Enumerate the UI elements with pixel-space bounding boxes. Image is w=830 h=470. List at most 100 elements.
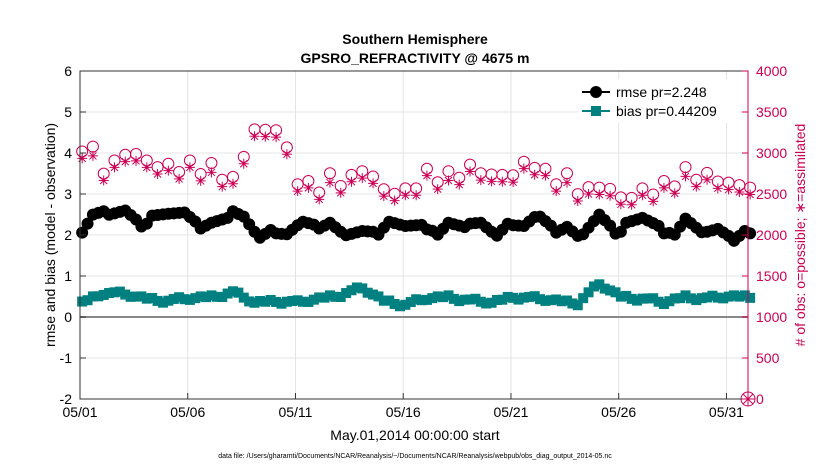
bias-marker — [201, 292, 212, 303]
bias-marker — [728, 290, 739, 301]
assimilated-obs-marker — [669, 188, 680, 199]
assimilated-obs-marker — [281, 149, 292, 160]
bias-marker — [680, 290, 691, 301]
bias-marker — [475, 296, 486, 307]
rmse-marker — [76, 226, 89, 239]
rmse-marker — [81, 217, 94, 230]
assimilated-obs-marker — [357, 173, 368, 184]
bias-marker — [292, 295, 303, 306]
x-tick-label: 05/16 — [386, 404, 421, 420]
bias-marker — [599, 283, 610, 294]
assimilated-obs-marker — [400, 190, 411, 201]
assimilated-obs-marker — [475, 175, 486, 186]
assimilated-obs-marker — [346, 176, 357, 187]
bias-marker — [238, 292, 249, 303]
assimilated-obs-marker — [303, 182, 314, 193]
bias-marker — [615, 291, 626, 302]
bias-marker — [163, 295, 174, 306]
assimilated-obs-marker — [734, 187, 745, 198]
assimilated-obs-marker — [454, 179, 465, 190]
y-left-tick-label: 4 — [64, 145, 72, 161]
bias-marker — [227, 286, 238, 297]
bias-marker — [389, 298, 400, 309]
y-left-tick-label: -2 — [60, 391, 73, 407]
assimilated-obs-marker — [508, 177, 519, 188]
bias-marker — [335, 292, 346, 303]
assimilated-obs-marker — [206, 167, 217, 178]
bias-marker — [545, 295, 556, 306]
bias-marker — [502, 291, 513, 302]
legend-bias-label: bias pr=0.44209 — [616, 103, 717, 119]
bias-marker — [136, 291, 147, 302]
bias-marker — [141, 293, 152, 304]
bias-marker — [486, 297, 497, 308]
assimilated-obs-marker — [98, 175, 109, 186]
bias-marker — [330, 291, 341, 302]
assimilated-obs-marker — [227, 178, 238, 189]
bias-marker — [357, 283, 368, 294]
legend-box — [578, 79, 740, 123]
bias-marker — [217, 292, 228, 303]
bias-marker — [351, 282, 362, 293]
assimilated-obs-marker — [691, 181, 702, 192]
bias-marker — [125, 291, 136, 302]
bias-marker — [707, 290, 718, 301]
y-right-tick-label: 1500 — [756, 268, 787, 284]
bias-marker — [147, 292, 158, 303]
assimilated-obs-marker — [77, 153, 88, 164]
assimilated-obs-marker — [195, 175, 206, 186]
assimilated-obs-marker — [314, 194, 325, 205]
assimilated-obs-marker — [238, 158, 249, 169]
bias-marker — [535, 294, 546, 305]
bias-marker — [384, 295, 395, 306]
bias-marker — [211, 291, 222, 302]
bias-marker — [416, 295, 427, 306]
bias-marker — [712, 292, 723, 303]
bias-marker — [723, 291, 734, 302]
bias-marker — [702, 292, 713, 303]
legend-bias-marker — [591, 106, 601, 116]
assimilated-obs-marker — [389, 195, 400, 206]
bias-marker — [621, 290, 632, 301]
bias-marker — [648, 293, 659, 304]
bias-marker — [421, 294, 432, 305]
y-right-tick-label: 0 — [756, 391, 764, 407]
bias-marker — [491, 294, 502, 305]
bias-marker — [465, 294, 476, 305]
bias-marker — [567, 298, 578, 309]
assimilated-obs-marker — [249, 131, 260, 142]
legend-rmse-label: rmse pr=2.248 — [616, 84, 707, 100]
y-left-tick-label: 5 — [64, 104, 72, 120]
y-right-tick-label: 2000 — [756, 227, 787, 243]
assimilated-obs-marker — [702, 174, 713, 185]
bias-marker — [179, 294, 190, 305]
assimilated-obs-marker — [486, 176, 497, 187]
assimilated-obs-marker — [292, 186, 303, 197]
x-tick-label: 05/11 — [278, 404, 312, 420]
bias-marker — [605, 285, 616, 296]
assimilated-obs-marker — [109, 162, 120, 173]
bias-marker — [298, 296, 309, 307]
assimilated-obs-marker — [680, 171, 691, 182]
bias-marker — [411, 294, 422, 305]
bias-marker — [470, 293, 481, 304]
bias-marker — [459, 294, 470, 305]
assimilated-obs-marker — [615, 199, 626, 210]
bias-marker — [77, 296, 88, 307]
assimilated-obs-marker — [378, 191, 389, 202]
y-left-tick-label: 1 — [64, 268, 72, 284]
bias-marker — [195, 291, 206, 302]
assimilated-obs-marker — [152, 168, 163, 179]
x-tick-label: 05/31 — [709, 404, 744, 420]
bias-marker — [734, 291, 745, 302]
bias-marker — [642, 293, 653, 304]
bias-marker — [368, 289, 379, 300]
assimilated-obs-marker — [497, 176, 508, 187]
assimilated-obs-marker — [120, 156, 131, 167]
x-tick-label: 05/21 — [493, 404, 528, 420]
assimilated-obs-marker — [637, 190, 648, 201]
assimilated-obs-marker — [465, 166, 476, 177]
bias-marker — [696, 293, 707, 304]
y-axis-left-label: rmse and bias (model - observation) — [42, 123, 58, 347]
bias-marker — [152, 295, 163, 306]
